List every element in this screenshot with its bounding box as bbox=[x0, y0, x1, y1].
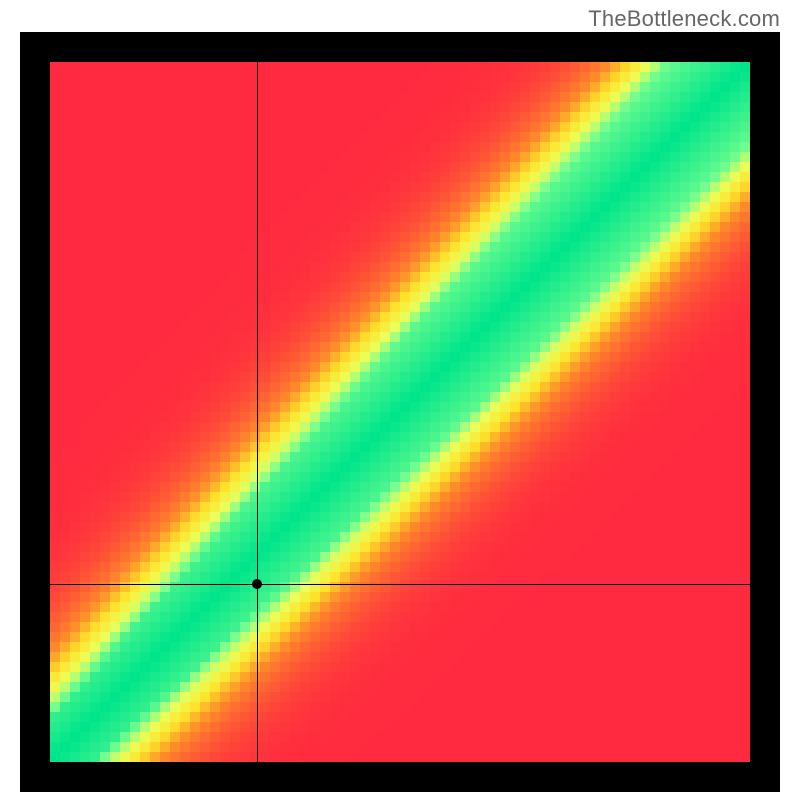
watermark-text: TheBottleneck.com bbox=[588, 6, 780, 32]
crosshair-horizontal bbox=[50, 584, 750, 585]
figure-container: TheBottleneck.com bbox=[0, 0, 800, 800]
marker-dot bbox=[252, 579, 262, 589]
heatmap-canvas bbox=[50, 62, 750, 762]
plot-area bbox=[20, 32, 780, 792]
crosshair-vertical bbox=[257, 62, 258, 762]
